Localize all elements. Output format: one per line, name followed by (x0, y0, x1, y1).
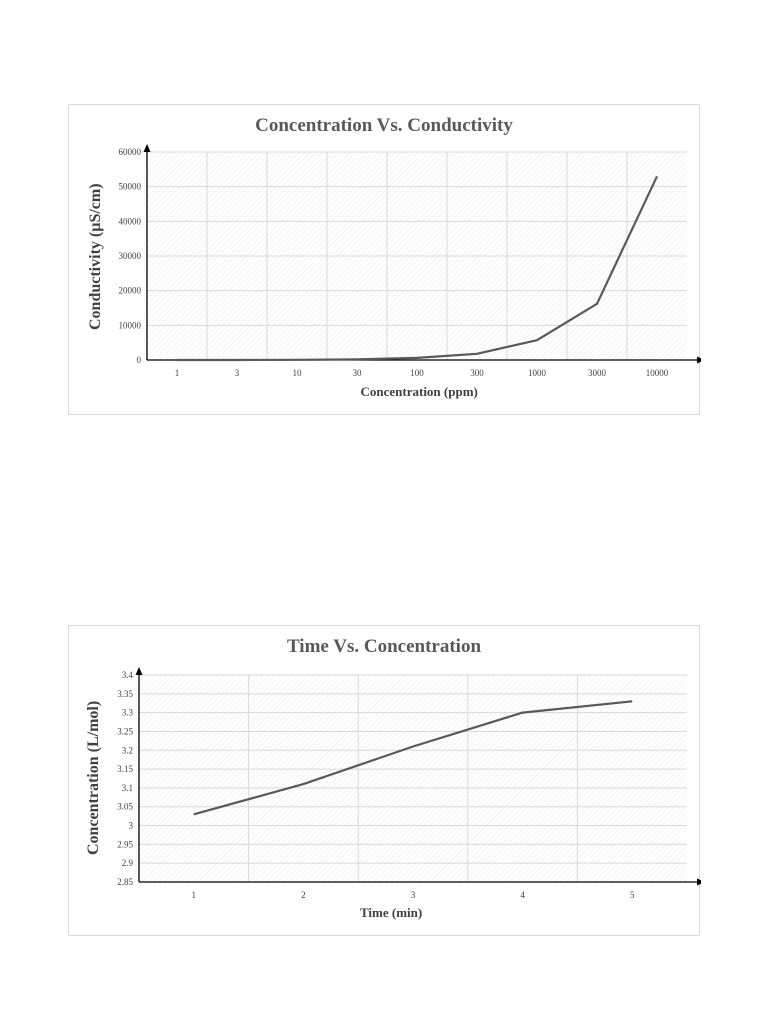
y-tick-label: 3.3 (122, 708, 134, 718)
y-tick-label: 30000 (119, 251, 142, 261)
chart-card-time: Time Vs. Concentration 2.85 2.9 2.95 3 3.05 3… (68, 625, 701, 936)
plot-background (139, 675, 687, 882)
x-tick-label: 2 (301, 890, 306, 900)
y-tick-label: 3.25 (117, 726, 133, 736)
x-axis-arrow (697, 878, 701, 886)
chart-title-text: Time Vs. Concentration (286, 636, 482, 657)
chart-card-conductivity: Concentration Vs. Conductivity 0 10000 200… (68, 104, 701, 415)
y-tick-label: 60000 (119, 147, 142, 157)
y-tick-label: 3.15 (117, 764, 133, 774)
x-tick-label: 3 (411, 890, 416, 900)
y-tick-label: 3.4 (122, 670, 134, 680)
y-tick-label: 10000 (119, 320, 142, 330)
y-axis-arrow (143, 144, 151, 152)
x-axis-label: Time (min) (360, 905, 423, 920)
y-tick-label: 2.85 (117, 877, 133, 887)
y-tick-label: 20000 (119, 286, 142, 296)
series-line (177, 175, 658, 362)
x-tick-label: 5 (630, 890, 635, 900)
chart-plot-area: 2.85 2.9 2.95 3 3.05 3.1 3.15 3.2 3.25 3.3 3.35 3.4… (117, 667, 701, 900)
y-tick-label: 2.9 (122, 858, 134, 868)
y-tick-label: 0 (137, 355, 142, 365)
y-tick-label: 40000 (119, 216, 142, 226)
y-tick-label: 3.35 (117, 689, 133, 699)
x-tick-label: 100 (410, 368, 424, 378)
chart-title: Concentration Vs. Conductivity (255, 115, 513, 136)
x-tick-label: 3 (235, 368, 240, 378)
chart-title: Time Vs. Concentration (69, 636, 699, 658)
x-tick-label: 10 (293, 368, 303, 378)
y-tick-label: 50000 (119, 182, 142, 192)
x-tick-label: 1 (192, 890, 197, 900)
y-axis-label: Concentration (L/mol) (85, 700, 102, 855)
y-tick-label: 3.05 (117, 802, 133, 812)
x-tick-label: 10000 (646, 368, 669, 378)
y-tick-label: 3 (129, 821, 134, 831)
y-tick-label: 3.1 (122, 783, 133, 793)
x-tick-label: 30 (353, 368, 363, 378)
y-tick-label: 2.95 (117, 839, 133, 849)
y-tick-label: 3.2 (122, 745, 133, 755)
y-axis-label: Conductivity (µS/cm) (87, 182, 104, 330)
x-tick-label: 3000 (588, 368, 607, 378)
x-tick-label: 4 (520, 890, 525, 900)
x-axis-label: Concentration (ppm) (360, 384, 478, 399)
x-axis-arrow (697, 356, 701, 364)
chart-plot-area: 0 10000 20000 30000 40000 50000 60000 1 3 10 30 100… (119, 144, 701, 378)
y-axis-arrow (135, 667, 143, 675)
x-tick-label: 1000 (528, 368, 547, 378)
x-tick-label: 300 (470, 368, 484, 378)
x-tick-label: 1 (175, 368, 180, 378)
